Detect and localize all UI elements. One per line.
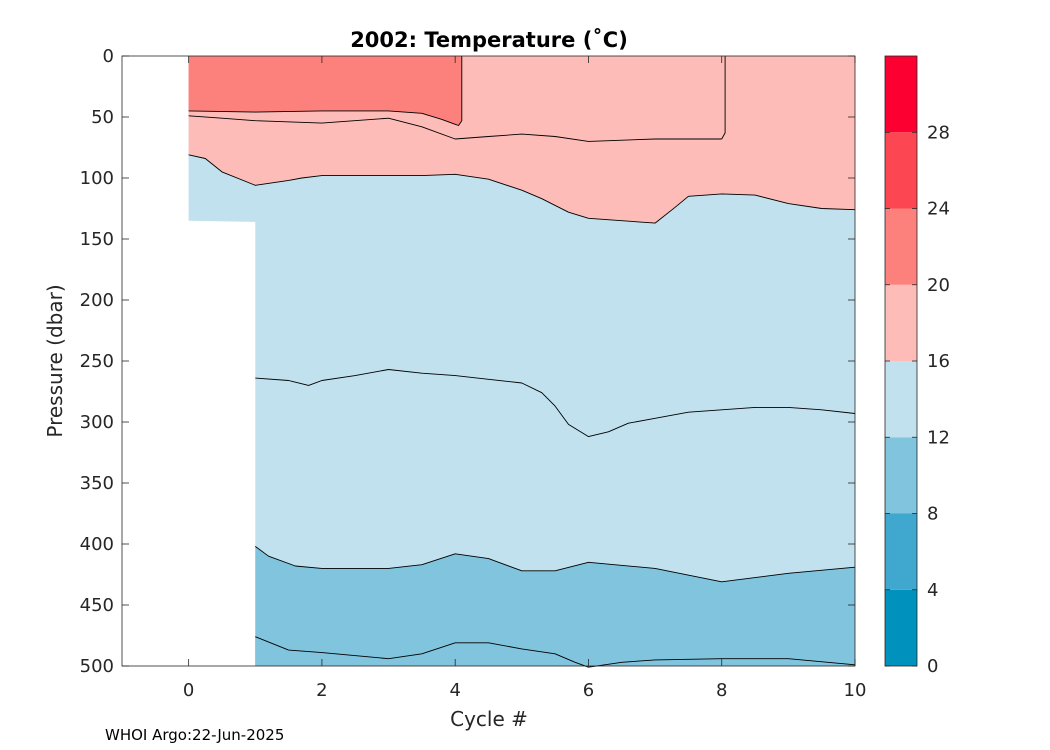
y-tick-label: 250 bbox=[80, 351, 114, 372]
colorbar-ticks: 0 4 8 12 16 20 24 28 bbox=[885, 122, 950, 677]
isotherm-line bbox=[255, 636, 856, 668]
isotherm-line bbox=[721, 56, 726, 140]
y-tick-label: 200 bbox=[80, 290, 114, 311]
y-tick-label: 300 bbox=[80, 412, 114, 433]
x-tick-label: 8 bbox=[716, 680, 727, 701]
colorbar-band bbox=[885, 132, 917, 209]
colorbar-tick-label: 28 bbox=[927, 122, 950, 143]
isotherm-line bbox=[188, 115, 722, 142]
footer-credit: WHOI Argo:22-Jun-2025 bbox=[105, 726, 284, 744]
colorbar-tick-label: 8 bbox=[927, 504, 938, 525]
colorbar-band bbox=[885, 56, 917, 133]
temperature-region-20-24 bbox=[188, 56, 462, 126]
colorbar-band bbox=[885, 361, 917, 438]
colorbar-tick-label: 4 bbox=[927, 580, 938, 601]
isotherm-line bbox=[255, 546, 856, 583]
y-tick-label: 0 bbox=[103, 46, 114, 67]
x-tick-label: 4 bbox=[449, 680, 460, 701]
colorbar-band bbox=[885, 437, 917, 514]
y-tick-label: 500 bbox=[80, 656, 114, 677]
y-axis-ticks: 0 50 100 150 200 250 300 350 400 450 500 bbox=[80, 46, 855, 677]
x-axis-label: Cycle # bbox=[450, 707, 528, 731]
y-tick-label: 450 bbox=[80, 595, 114, 616]
isotherm-line bbox=[255, 369, 856, 438]
colorbar-tick-label: 16 bbox=[927, 351, 950, 372]
x-tick-label: 2 bbox=[316, 680, 327, 701]
temperature-region-8-12 bbox=[255, 636, 856, 668]
temperature-region-8-12 bbox=[255, 546, 856, 666]
isotherm-line bbox=[188, 56, 463, 126]
x-axis-ticks: 0 2 4 6 8 10 bbox=[183, 56, 867, 701]
isotherm-line bbox=[188, 154, 856, 224]
temperature-region-12-16 bbox=[188, 56, 856, 666]
x-tick-label: 0 bbox=[183, 680, 194, 701]
colorbar-band bbox=[885, 284, 917, 361]
y-axis-label: Pressure (dbar) bbox=[43, 284, 67, 437]
colorbar-tick-label: 20 bbox=[927, 275, 950, 296]
colorbar bbox=[884, 55, 918, 667]
temperature-regions bbox=[188, 56, 856, 668]
x-tick-label: 6 bbox=[583, 680, 594, 701]
y-tick-label: 50 bbox=[91, 107, 114, 128]
y-tick-label: 150 bbox=[80, 229, 114, 250]
colorbar-band bbox=[885, 208, 917, 285]
y-tick-label: 100 bbox=[80, 168, 114, 189]
isotherm-contours bbox=[188, 56, 856, 668]
colorbar-band bbox=[885, 589, 917, 666]
x-tick-label: 10 bbox=[844, 680, 867, 701]
colorbar-band bbox=[885, 513, 917, 590]
y-tick-label: 400 bbox=[80, 534, 114, 555]
colorbar-tick-label: 0 bbox=[927, 656, 938, 677]
chart-title: 2002: Temperature (˚C) bbox=[350, 28, 628, 52]
colorbar-tick-label: 12 bbox=[927, 427, 950, 448]
y-tick-label: 350 bbox=[80, 473, 114, 494]
colorbar-tick-label: 24 bbox=[927, 199, 950, 220]
